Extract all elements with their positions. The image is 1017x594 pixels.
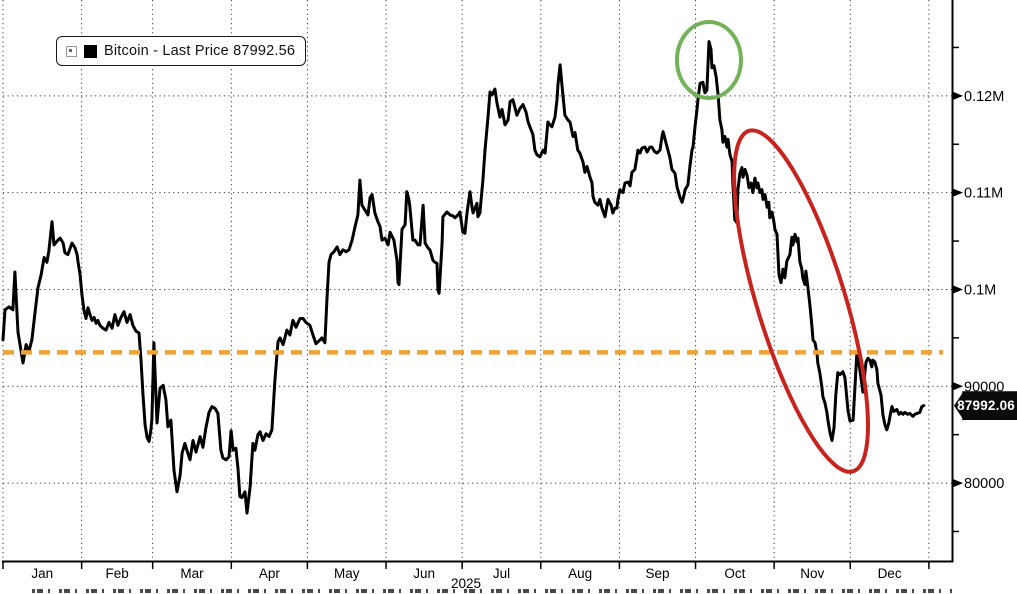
footer-text-strip (32, 589, 952, 593)
x-axis-month-label: Nov (800, 566, 824, 581)
y-axis-tick-label: 0.11M (964, 186, 1003, 202)
decline-ellipse-annotation (732, 128, 870, 474)
x-axis-month-label: Mar (180, 566, 204, 581)
y-axis-tick-arrow (952, 188, 963, 198)
legend[interactable]: Bitcoin - Last Price 87992.56 (56, 36, 307, 66)
legend-label: Bitcoin - Last Price 87992.56 (104, 43, 296, 59)
x-axis-month-label: Apr (259, 566, 281, 581)
price-line-bitcoin (1, 40, 926, 515)
y-axis-tick-arrow (952, 284, 963, 294)
series-color-swatch (84, 44, 97, 58)
y-axis-tick-arrow (952, 91, 963, 101)
x-axis-month-label: Feb (106, 566, 129, 581)
x-axis-month-label: May (334, 566, 360, 581)
y-axis-tick-label: 80000 (964, 476, 1004, 492)
y-axis-tick-label: 0.1M (964, 282, 996, 298)
peak-circle-annotation (674, 20, 743, 101)
x-axis-month-label: Aug (568, 566, 592, 581)
legend-expand-toggle-icon[interactable] (66, 45, 77, 57)
x-axis-month-label: Oct (724, 566, 745, 581)
x-axis-year-label: 2025 (450, 576, 482, 591)
x-axis-month-label: Jul (493, 566, 510, 581)
y-axis-tick-arrow (952, 381, 963, 391)
x-axis-month-label: Sep (645, 566, 669, 581)
last-price-value: 87992.06 (957, 398, 1015, 414)
x-axis-month-label: Jan (31, 566, 53, 581)
x-axis-month-label: Jun (413, 566, 435, 581)
y-axis-tick-label: 0.12M (964, 89, 1004, 105)
x-axis-month-label: Dec (878, 566, 902, 581)
last-price-tag: 87992.06 (954, 391, 1017, 421)
y-axis-tick-arrow (952, 478, 963, 488)
